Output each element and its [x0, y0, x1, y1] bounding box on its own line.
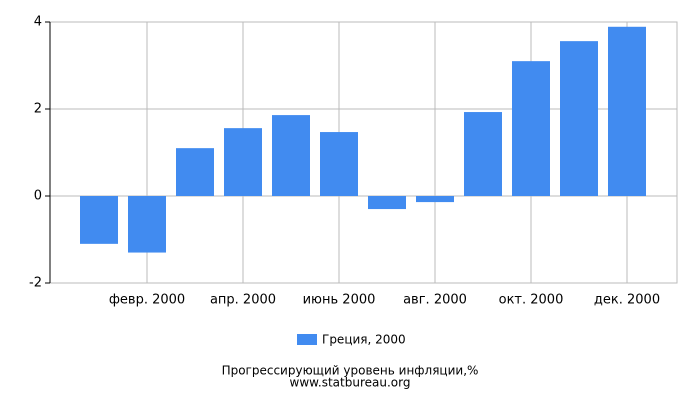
bar [608, 26, 646, 196]
bar [512, 61, 550, 197]
bar [224, 128, 262, 196]
x-tick-label: апр. 2000 [210, 293, 276, 308]
bar [176, 148, 214, 196]
y-tick-label: 4 [34, 15, 42, 30]
bar [368, 196, 406, 210]
caption: Прогрессирующий уровень инфляции,% [222, 364, 479, 378]
x-tick-label: июнь 2000 [303, 293, 376, 308]
bar [272, 115, 310, 196]
x-tick-label: авг. 2000 [403, 293, 467, 308]
x-tick-label: окт. 2000 [499, 293, 564, 308]
legend-label: Греция, 2000 [322, 333, 406, 347]
source: www.statbureau.org [290, 376, 411, 390]
y-tick-label: 0 [34, 189, 42, 204]
bar [416, 196, 454, 203]
x-tick-label: дек. 2000 [594, 293, 660, 308]
bar [128, 196, 166, 253]
y-tick-label: -2 [29, 276, 42, 291]
bar [320, 132, 358, 196]
bar [80, 196, 118, 244]
legend-swatch [297, 334, 317, 345]
x-tick-label: февр. 2000 [109, 293, 185, 308]
bar [560, 41, 598, 196]
y-tick-label: 2 [34, 102, 42, 117]
bar [464, 112, 502, 196]
